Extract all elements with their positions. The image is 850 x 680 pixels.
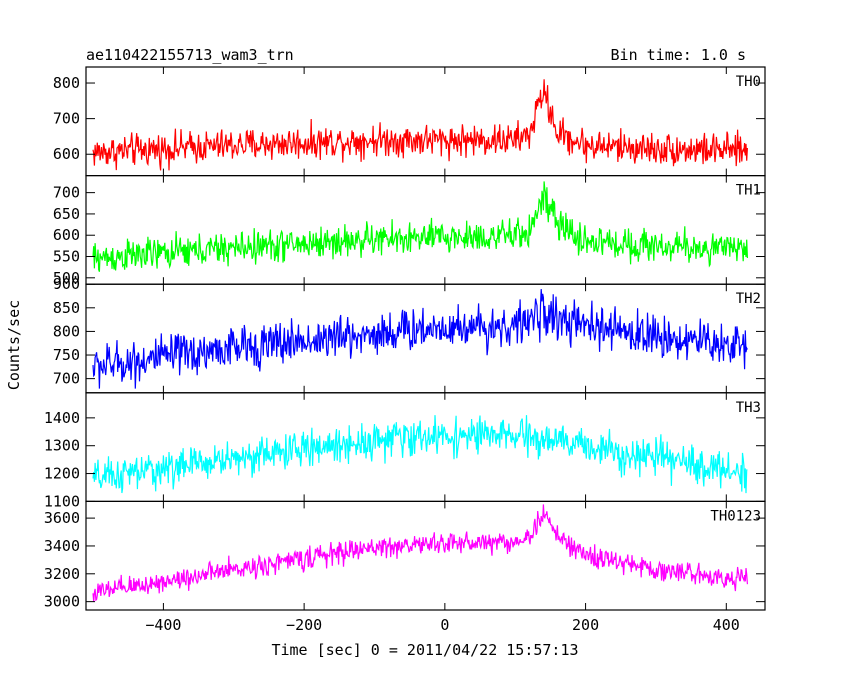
y-tick-label: 700 (53, 110, 80, 128)
y-tick-label: 700 (53, 184, 80, 202)
bin-time-label: Bin time: 1.0 s (611, 46, 746, 64)
panel-th0123: 3000 3200 3400 3600 TH0123 (44, 500, 766, 611)
panel-name-label: TH1 (736, 183, 761, 199)
x-axis-title: Time [sec] 0 = 2011/04/22 15:57:13 (271, 641, 578, 659)
y-tick-label: 3600 (44, 509, 80, 527)
panel-frame (85, 175, 766, 285)
y-tick-label: 650 (53, 205, 80, 223)
y-tick-label: 1400 (44, 409, 80, 427)
y-tick-label: 750 (53, 346, 80, 364)
series-line-th2 (92, 289, 748, 389)
y-tick-label: 3200 (44, 565, 80, 583)
panel-name-label: TH3 (736, 400, 761, 416)
chart-title: ae110422155713_wam3_trn (86, 46, 294, 64)
y-tick-label: 550 (53, 248, 80, 266)
y-tick-label: 1300 (44, 437, 80, 455)
y-tick-label: 3400 (44, 537, 80, 555)
series-line-th1 (92, 181, 748, 272)
y-tick-label: 800 (53, 322, 80, 340)
x-tick-label: 0 (440, 616, 449, 634)
series-line-th0123 (92, 504, 748, 602)
x-tick-label: 400 (713, 616, 740, 634)
y-tick-label: 1100 (44, 492, 80, 510)
y-tick-label: 600 (53, 145, 80, 163)
panel-name-label: TH0123 (710, 508, 761, 524)
y-tick-label: 850 (53, 299, 80, 317)
y-tick-label: 500 (53, 269, 80, 287)
panel-name-label: TH2 (736, 291, 761, 307)
panel-frame (85, 283, 766, 394)
panel-th3: 1100 1200 1300 1400 TH3 (44, 392, 766, 510)
x-tick-label: −200 (286, 616, 322, 634)
panel-name-label: TH0 (736, 74, 761, 90)
y-tick-label: 3000 (44, 593, 80, 611)
y-tick-label: 900 (53, 275, 80, 293)
y-axis-title: Counts/sec (5, 300, 23, 390)
x-tick-label: 200 (572, 616, 599, 634)
panels: 600 700 800 TH0 500 550 600 650 700 TH1 700 750 800 8… (44, 66, 766, 634)
x-tick-label: −400 (145, 616, 181, 634)
panel-th1: 500 550 600 650 700 TH1 (53, 175, 766, 287)
panel-frame (85, 500, 766, 611)
panel-th2: 700 750 800 850 900 TH2 (53, 275, 766, 394)
y-tick-label: 600 (53, 226, 80, 244)
y-tick-label: 700 (53, 370, 80, 388)
y-tick-label: 800 (53, 74, 80, 92)
series-line-th0 (92, 79, 748, 171)
series-line-th3 (92, 415, 748, 494)
panel-th0: 600 700 800 TH0 (53, 66, 766, 177)
y-tick-label: 1200 (44, 465, 80, 483)
